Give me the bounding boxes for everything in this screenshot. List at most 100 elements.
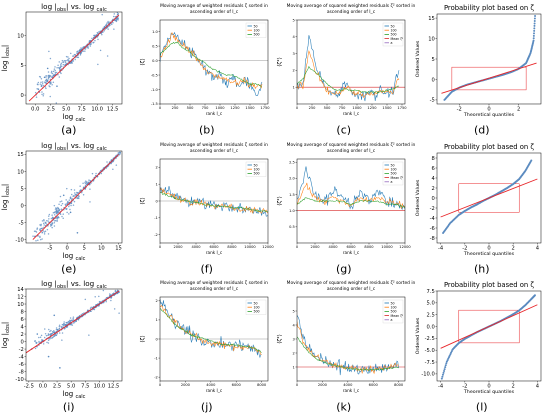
panel-caption: (e) [61, 262, 76, 275]
scatter-point [50, 330, 52, 332]
scatter-point [72, 204, 75, 206]
scatter-point [79, 54, 82, 56]
legend-label: Mean ζ² [390, 37, 403, 41]
chart-title-part: obs [57, 284, 66, 290]
x-tick-label: 4000 [343, 383, 353, 387]
y-tick-label: 0.0 [426, 325, 434, 331]
plot-area [439, 294, 538, 380]
chart-title-line1: Moving average of weighted residuals ζ s… [160, 3, 268, 9]
scatter-point [54, 69, 56, 72]
quantile-point [532, 29, 535, 32]
scatter-point [58, 67, 61, 70]
x-tick-label: 0 [487, 107, 490, 113]
scatter-point [54, 334, 56, 337]
scatter-point [69, 196, 72, 198]
scatter-point [67, 200, 69, 202]
scatter-point [102, 290, 105, 292]
scatter-point [93, 34, 96, 37]
quantile-point [532, 34, 535, 37]
scatter-point [107, 20, 109, 23]
x-tick-label: 4000 [328, 245, 338, 249]
quantile-point [440, 377, 443, 380]
scatter-point [48, 50, 50, 53]
scatter-point [59, 200, 61, 203]
scatter-point [38, 75, 41, 78]
quantile-point [441, 374, 444, 377]
y-tick-label: 0 [155, 199, 158, 203]
scatter-point [41, 81, 44, 83]
scatter-point [69, 211, 72, 213]
legend-label: 50 [390, 163, 394, 167]
scatter-point [119, 151, 121, 154]
scatter-point [117, 143, 118, 144]
x-tick-label: 1500 [245, 106, 255, 110]
x-tick-label: 8000 [227, 245, 237, 249]
scatter-point [47, 215, 50, 217]
y-tick-label: 4 [20, 325, 24, 331]
panel-caption: (d) [473, 124, 489, 137]
plot-frame [296, 297, 406, 382]
chart-title: log |obs| vs. log calc [41, 141, 107, 152]
scatter-point [45, 76, 47, 78]
y-tick-label: 5 [293, 310, 295, 314]
scatter-point [42, 343, 45, 345]
y-axis-label: Ordered Values [415, 179, 421, 216]
legend-label: 100 [253, 28, 259, 32]
scatter-point [48, 76, 51, 78]
legend-label: 50 [253, 163, 257, 167]
scatter-point [61, 332, 64, 335]
quantile-point [533, 22, 536, 25]
scatter-point [51, 76, 53, 78]
scatter-point [82, 186, 85, 188]
fit-line [439, 304, 538, 350]
y-tick-label: 15 [428, 16, 435, 22]
series-line-50 [297, 315, 399, 376]
scatter-point [89, 45, 92, 47]
scatter-point [67, 321, 70, 323]
scatter-point [68, 212, 70, 215]
x-axis-label: log calc [63, 390, 86, 400]
x-axis-label: rank I_c [205, 388, 222, 393]
plot-area [297, 35, 405, 102]
scatter-point [50, 222, 53, 225]
panel-e: log |obs| vs. log calc-5 0 5 10 15151050-5-1… [1, 141, 123, 275]
series-line-100 [297, 321, 399, 375]
x-axis-label: rank I_c [205, 111, 222, 116]
scatter-point [56, 333, 58, 335]
series-line-500 [297, 197, 405, 208]
y-tick-label: 0.0 [152, 59, 158, 63]
scatter-point [58, 326, 61, 328]
scatter-point [66, 211, 68, 213]
x-tick-label: 2000 [180, 383, 190, 387]
y-tick-label: -10 [15, 377, 23, 383]
scatter-point [42, 222, 45, 224]
scatter-point [47, 334, 49, 337]
scatter-point [63, 321, 65, 324]
y-tick-label: 2.5 [289, 160, 295, 164]
scatter-point [65, 198, 67, 201]
scatter-point [80, 189, 82, 191]
x-tick-label: 250 [309, 106, 317, 110]
scatter-point [112, 292, 115, 295]
y-tick-label: 8 [20, 310, 23, 316]
chart-title: log |obs| vs. log calc [41, 279, 107, 290]
scatter-point [110, 300, 112, 302]
x-tick-label: 1250 [367, 106, 377, 110]
x-tick-label: 8000 [364, 245, 374, 249]
scatter-point [108, 25, 110, 27]
scatter-point [49, 95, 52, 98]
x-tick-label: -5 [47, 245, 52, 251]
y-tick-label: 1 [293, 366, 295, 370]
plot-frame [296, 19, 406, 105]
scatter-point [43, 76, 46, 79]
x-tick-label: 0 [65, 245, 68, 251]
y-tick-label: -8 [19, 370, 24, 376]
x-tick-label: 12000 [399, 245, 411, 249]
scatter-point [70, 188, 73, 191]
scatter-point [39, 228, 41, 230]
y-tick-label: 2.5 [426, 313, 434, 319]
y-axis-label-part: obs [5, 324, 11, 333]
y-tick-label: 5 [431, 57, 434, 63]
scatter-point [61, 59, 64, 62]
series-line-500 [297, 65, 400, 94]
